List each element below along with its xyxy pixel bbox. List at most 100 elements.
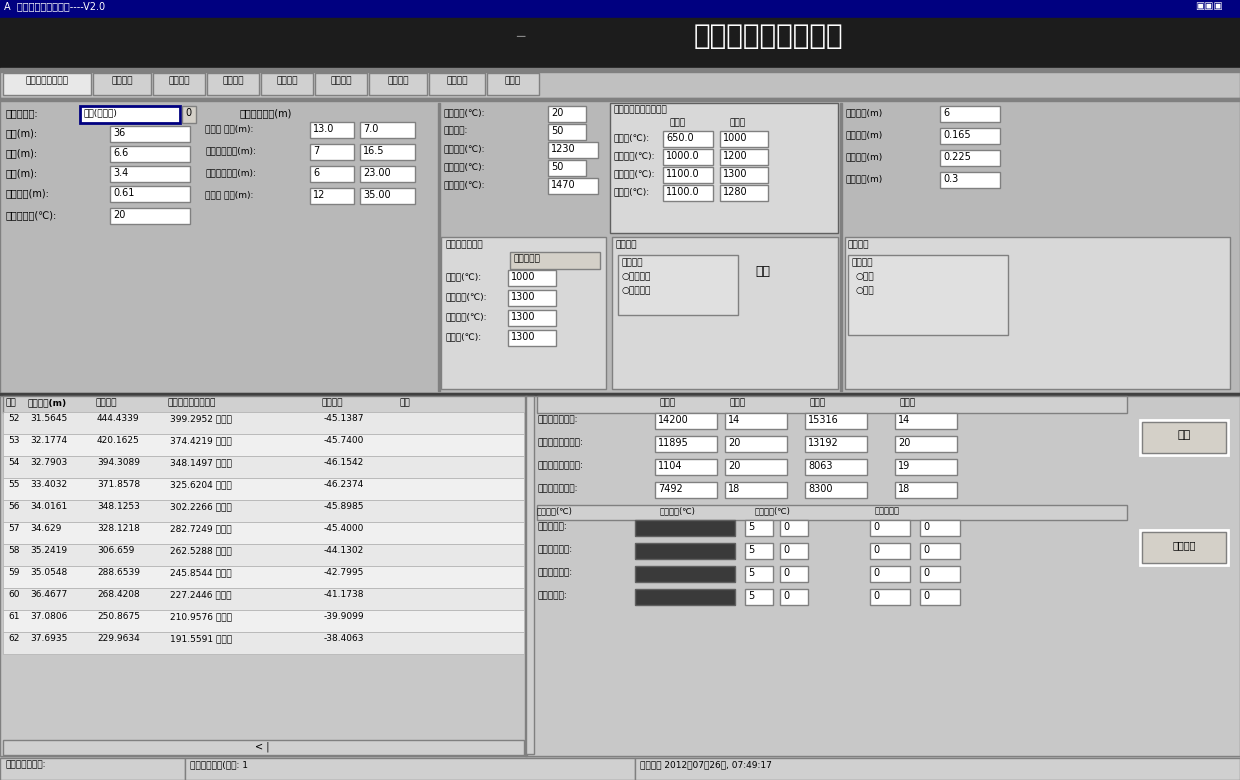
Text: 37.6935: 37.6935 xyxy=(30,634,67,643)
Text: ─: ─ xyxy=(517,30,525,44)
Bar xyxy=(93,73,151,95)
Text: 54: 54 xyxy=(7,458,20,467)
Bar xyxy=(725,459,787,475)
Text: -46.1542: -46.1542 xyxy=(324,458,365,467)
Text: 11895: 11895 xyxy=(658,438,688,448)
Text: 0.3: 0.3 xyxy=(942,174,959,184)
Text: -44.1302: -44.1302 xyxy=(324,546,365,555)
Text: 初始煤气(℃): 初始煤气(℃) xyxy=(660,506,696,515)
Text: 一加热段长度(m):: 一加热段长度(m): xyxy=(205,146,255,155)
Bar xyxy=(548,106,587,122)
Text: 初始值: 初始值 xyxy=(660,398,676,407)
Bar xyxy=(720,131,768,147)
Bar xyxy=(848,255,1008,335)
Text: 0: 0 xyxy=(873,591,879,601)
Bar xyxy=(185,758,635,780)
Text: 0: 0 xyxy=(782,591,789,601)
Bar xyxy=(110,186,190,202)
Text: 374.4219 伊乃右: 374.4219 伊乃右 xyxy=(170,436,232,445)
Bar xyxy=(663,131,713,147)
Text: 14: 14 xyxy=(898,415,910,425)
Text: 0: 0 xyxy=(782,545,789,555)
Text: 最大值: 最大值 xyxy=(730,118,746,127)
Bar xyxy=(0,98,1240,101)
Bar xyxy=(635,566,735,582)
Text: 0.225: 0.225 xyxy=(942,152,971,162)
Bar xyxy=(805,413,867,429)
Bar xyxy=(920,566,960,582)
Text: 1230: 1230 xyxy=(551,144,575,154)
Text: 0.61: 0.61 xyxy=(113,188,134,198)
Text: 33.4032: 33.4032 xyxy=(30,480,67,489)
Text: 13192: 13192 xyxy=(808,438,838,448)
Text: 37.0806: 37.0806 xyxy=(30,612,67,621)
Text: 3.4: 3.4 xyxy=(113,168,128,178)
Bar xyxy=(110,208,190,224)
Text: ○优化: ○优化 xyxy=(856,272,874,281)
Bar xyxy=(110,126,190,142)
Bar xyxy=(618,255,738,315)
Text: 31.5645: 31.5645 xyxy=(30,414,67,423)
Text: 最小值: 最小值 xyxy=(670,118,686,127)
Bar xyxy=(525,396,527,756)
Bar xyxy=(725,436,787,452)
Text: 优化方法: 优化方法 xyxy=(852,258,873,267)
Text: 优化值: 优化值 xyxy=(810,398,826,407)
Bar xyxy=(548,178,598,194)
Text: -45.4000: -45.4000 xyxy=(324,524,365,533)
Bar xyxy=(613,237,838,389)
Text: ○模拟退火: ○模拟退火 xyxy=(622,272,651,281)
Text: 段号: 段号 xyxy=(6,398,17,407)
Text: 650.0: 650.0 xyxy=(666,133,693,143)
Text: 煤气优化: 煤气优化 xyxy=(222,76,244,85)
Bar xyxy=(370,73,427,95)
Text: 7492: 7492 xyxy=(658,484,683,494)
Text: 1300: 1300 xyxy=(723,169,748,179)
Bar xyxy=(610,103,838,233)
Bar xyxy=(360,188,415,204)
Bar xyxy=(870,543,910,559)
Text: 444.4339: 444.4339 xyxy=(97,414,140,423)
Text: 5: 5 xyxy=(748,591,754,601)
Text: 58: 58 xyxy=(7,546,20,555)
Bar xyxy=(2,478,525,500)
Bar xyxy=(635,543,735,559)
Text: 优化煤气(℃): 优化煤气(℃) xyxy=(755,506,791,515)
Text: 当前时间 2012年07月26日, 07:49:17: 当前时间 2012年07月26日, 07:49:17 xyxy=(640,760,771,769)
Text: 坯子厚度(m): 坯子厚度(m) xyxy=(844,152,882,161)
Text: 1100.0: 1100.0 xyxy=(666,187,699,197)
Bar xyxy=(508,330,556,346)
Text: 二加热段(℃):: 二加热段(℃): xyxy=(613,169,655,178)
Text: 端部温度(℃):: 端部温度(℃): xyxy=(444,162,486,171)
Text: 57: 57 xyxy=(7,524,20,533)
Text: 一加热段炉气:: 一加热段炉气: xyxy=(537,545,572,554)
Text: 0: 0 xyxy=(923,591,929,601)
Text: 7.0: 7.0 xyxy=(363,124,378,134)
Text: 245.8544 伊乃右: 245.8544 伊乃右 xyxy=(170,568,232,577)
Bar xyxy=(720,167,768,183)
Bar xyxy=(487,73,539,95)
Bar xyxy=(2,456,525,478)
Text: 二加热段炉气:: 二加热段炉气: xyxy=(537,568,572,577)
Text: 煤气流量(℃): 煤气流量(℃) xyxy=(537,506,573,515)
Bar xyxy=(895,413,957,429)
Text: -46.2374: -46.2374 xyxy=(324,480,365,489)
Text: 优化方法: 优化方法 xyxy=(622,258,644,267)
Text: 34.629: 34.629 xyxy=(30,524,61,533)
Text: 统计: 统计 xyxy=(1177,430,1190,440)
Bar xyxy=(780,543,808,559)
Text: 1200: 1200 xyxy=(723,151,748,161)
Text: 19: 19 xyxy=(898,461,910,471)
Text: 8063: 8063 xyxy=(808,461,832,471)
Text: 整体优化: 整体优化 xyxy=(1172,540,1195,550)
Text: 说明: 说明 xyxy=(401,398,410,407)
Bar xyxy=(720,185,768,201)
Text: 炉膛出温: 炉膛出温 xyxy=(330,76,352,85)
Text: 优化方式: 优化方式 xyxy=(848,240,869,249)
Bar xyxy=(548,160,587,176)
Text: 53: 53 xyxy=(7,436,20,445)
Text: 二加热段(℃):: 二加热段(℃): xyxy=(445,312,486,321)
Text: 14: 14 xyxy=(728,415,740,425)
Bar xyxy=(839,103,842,391)
Text: 炉气温度: 炉气温度 xyxy=(95,398,117,407)
